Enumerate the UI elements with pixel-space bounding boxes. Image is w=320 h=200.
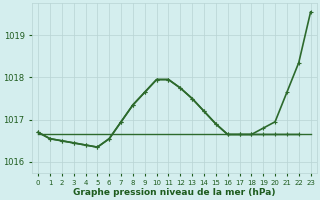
X-axis label: Graphe pression niveau de la mer (hPa): Graphe pression niveau de la mer (hPa) (73, 188, 276, 197)
